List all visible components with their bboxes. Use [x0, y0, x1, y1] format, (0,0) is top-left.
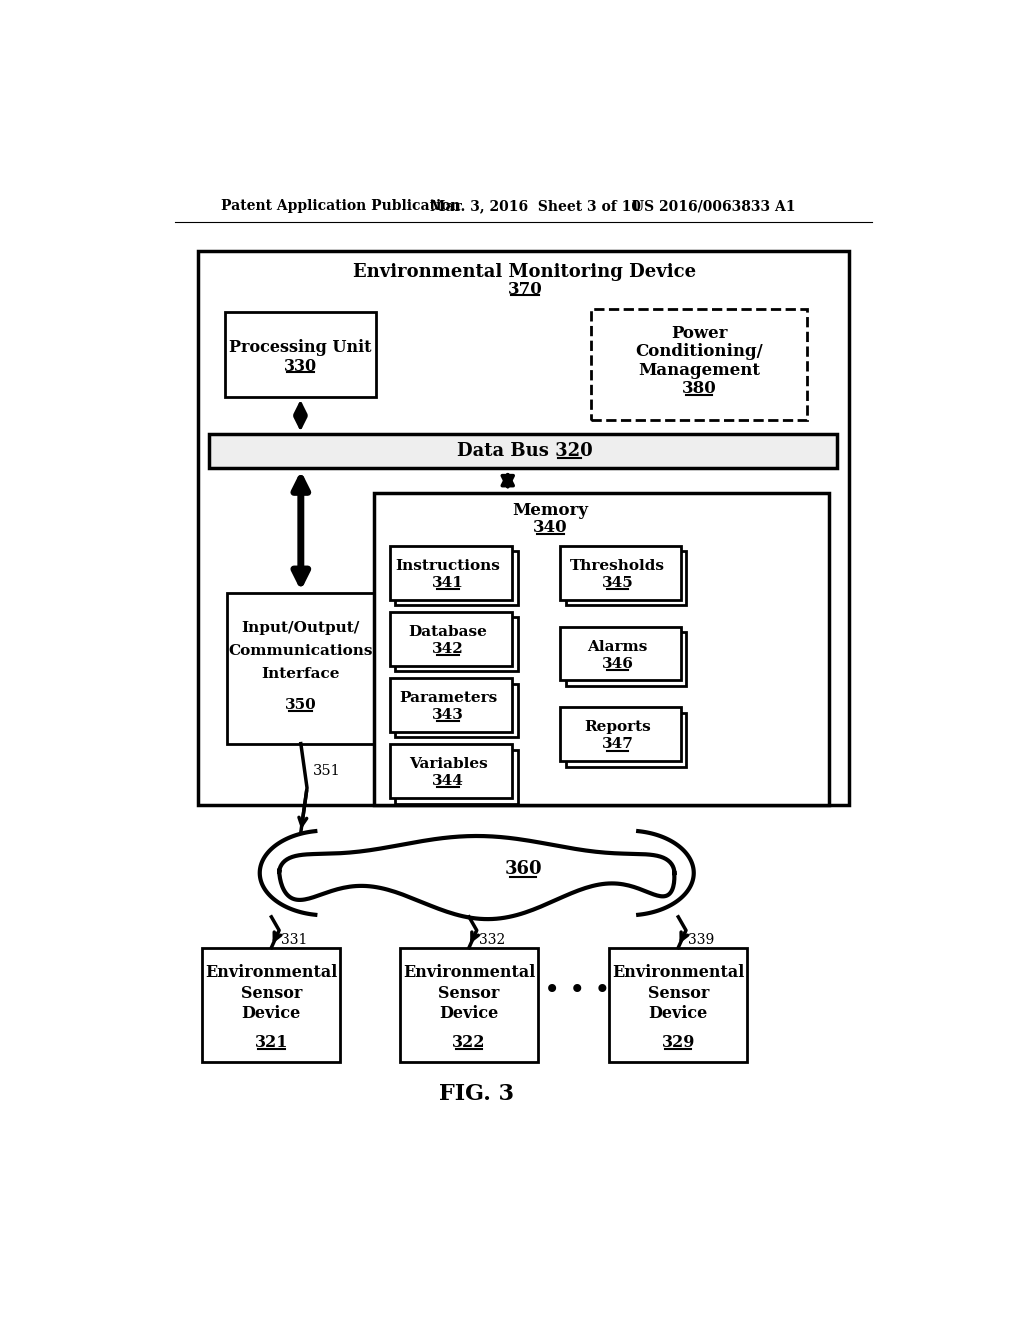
Text: Thresholds: Thresholds: [570, 558, 665, 573]
Bar: [395, 618, 518, 671]
Bar: [390, 744, 512, 799]
Text: 331: 331: [282, 933, 308, 946]
Text: Conditioning/: Conditioning/: [635, 343, 763, 360]
Bar: [609, 948, 748, 1061]
Text: Management: Management: [638, 362, 760, 379]
Text: Environmental Monitoring Device: Environmental Monitoring Device: [353, 264, 696, 281]
Text: FIG. 3: FIG. 3: [439, 1082, 514, 1105]
Text: 345: 345: [601, 576, 633, 590]
Text: 329: 329: [662, 1034, 695, 1051]
Text: Database: Database: [409, 624, 487, 639]
Text: Alarms: Alarms: [587, 640, 647, 653]
Bar: [198, 251, 849, 805]
Text: Data Bus 320: Data Bus 320: [457, 442, 593, 459]
Polygon shape: [260, 832, 315, 915]
Text: 360: 360: [505, 861, 542, 878]
Text: 343: 343: [432, 708, 464, 722]
Text: 370: 370: [508, 281, 542, 298]
Bar: [395, 750, 518, 804]
Text: US 2016/0063833 A1: US 2016/0063833 A1: [632, 199, 796, 213]
Bar: [566, 632, 686, 686]
Bar: [400, 948, 538, 1061]
Text: 321: 321: [255, 1034, 288, 1051]
Text: Reports: Reports: [584, 721, 651, 734]
Text: 380: 380: [682, 380, 717, 397]
Bar: [395, 552, 518, 605]
Text: 350: 350: [285, 698, 316, 711]
Text: Device: Device: [648, 1006, 708, 1023]
Bar: [209, 434, 838, 469]
Text: Sensor: Sensor: [438, 985, 500, 1002]
Text: Communications: Communications: [228, 644, 373, 659]
Text: Power: Power: [671, 325, 727, 342]
Text: Parameters: Parameters: [399, 692, 498, 705]
Bar: [566, 713, 686, 767]
Text: Device: Device: [242, 1006, 301, 1023]
Text: 351: 351: [312, 763, 340, 777]
Text: • • •: • • •: [544, 975, 610, 1005]
Text: 330: 330: [284, 358, 317, 375]
Bar: [225, 313, 376, 397]
Text: Environmental: Environmental: [205, 964, 338, 981]
Bar: [395, 684, 518, 738]
Text: Device: Device: [439, 1006, 499, 1023]
Bar: [390, 612, 512, 665]
Text: Environmental: Environmental: [612, 964, 744, 981]
Text: 344: 344: [432, 775, 464, 788]
Bar: [560, 627, 681, 681]
Bar: [592, 309, 807, 420]
Text: 342: 342: [432, 642, 464, 656]
Text: 322: 322: [453, 1034, 485, 1051]
Bar: [390, 678, 512, 733]
Bar: [560, 545, 681, 599]
Bar: [560, 708, 681, 762]
Text: Memory: Memory: [512, 502, 589, 519]
Text: 339: 339: [688, 933, 715, 946]
Text: Variables: Variables: [409, 758, 487, 771]
Text: 347: 347: [601, 738, 634, 751]
Text: Environmental: Environmental: [402, 964, 536, 981]
Text: Processing Unit: Processing Unit: [229, 338, 372, 355]
Text: Instructions: Instructions: [395, 558, 501, 573]
Text: Mar. 3, 2016  Sheet 3 of 10: Mar. 3, 2016 Sheet 3 of 10: [430, 199, 641, 213]
Bar: [227, 594, 375, 743]
Text: Sensor: Sensor: [647, 985, 709, 1002]
Text: Interface: Interface: [261, 668, 340, 681]
Bar: [375, 494, 829, 805]
Text: 332: 332: [479, 933, 505, 946]
Polygon shape: [638, 832, 693, 915]
Polygon shape: [280, 836, 675, 919]
Text: Patent Application Publication: Patent Application Publication: [221, 199, 461, 213]
Text: 340: 340: [534, 520, 567, 536]
Bar: [203, 948, 340, 1061]
Text: 341: 341: [432, 576, 464, 590]
Bar: [390, 545, 512, 599]
Bar: [566, 552, 686, 605]
Text: 346: 346: [601, 656, 634, 671]
Text: Sensor: Sensor: [241, 985, 302, 1002]
Text: Input/Output/: Input/Output/: [242, 622, 360, 635]
